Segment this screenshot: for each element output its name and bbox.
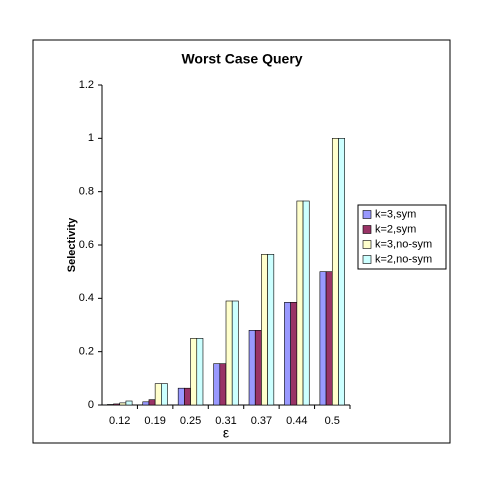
bar: [148, 399, 156, 406]
bar: [284, 302, 291, 406]
bar: [319, 271, 327, 406]
y-axis-label: Selectivity: [66, 217, 78, 272]
bar: [267, 254, 275, 406]
chart-title: Worst Case Query: [181, 51, 302, 67]
x-tick-label: 0.5: [325, 415, 340, 427]
legend-label: k=3,no-sym: [375, 238, 432, 250]
x-tick-label: 0.19: [144, 415, 165, 427]
x-tick-label: 0.25: [180, 415, 201, 427]
y-tick-label: 0.4: [79, 292, 94, 304]
bar: [296, 200, 304, 406]
bar: [325, 271, 333, 406]
legend-swatch: [362, 225, 372, 234]
legend-label: k=2,no-sym: [375, 253, 432, 265]
bar: [184, 387, 191, 406]
bar: [142, 401, 150, 406]
y-tick-label: 0.8: [79, 186, 94, 198]
bar: [113, 403, 121, 406]
bar: [119, 402, 127, 406]
legend-swatch: [362, 240, 372, 249]
bar: [177, 387, 185, 406]
x-tick-label: 0.12: [109, 415, 130, 427]
bar: [190, 338, 198, 406]
legend-label: k=2,sym: [375, 223, 416, 235]
bar: [225, 300, 233, 406]
bar: [290, 302, 298, 406]
legend-swatch: [362, 210, 372, 219]
bar: [302, 200, 310, 406]
legend-swatch: [362, 255, 372, 264]
bar: [213, 363, 221, 406]
x-axis-label: ε: [223, 425, 229, 441]
y-tick-label: 0: [88, 399, 94, 411]
bar: [231, 300, 239, 406]
x-tick-label: 0.44: [286, 415, 307, 427]
bar: [248, 330, 256, 406]
x-tick-label: 0.37: [251, 415, 272, 427]
bar: [161, 383, 168, 406]
bar: [338, 138, 345, 406]
bar: [196, 338, 204, 406]
y-tick-label: 0.2: [79, 346, 94, 358]
bar: [331, 138, 339, 406]
bar: [219, 363, 227, 406]
legend-label: k=3,sym: [375, 208, 416, 220]
bar: [254, 330, 262, 406]
bar: [154, 383, 162, 406]
bar: [107, 404, 114, 406]
y-tick-label: 0.6: [79, 239, 94, 251]
x-tick-label: 0.31: [215, 415, 236, 427]
bar: [261, 254, 268, 406]
y-tick-label: 1.2: [79, 79, 94, 91]
bar: [125, 400, 133, 406]
y-tick-label: 1: [88, 132, 94, 144]
legend-box: [357, 204, 447, 270]
